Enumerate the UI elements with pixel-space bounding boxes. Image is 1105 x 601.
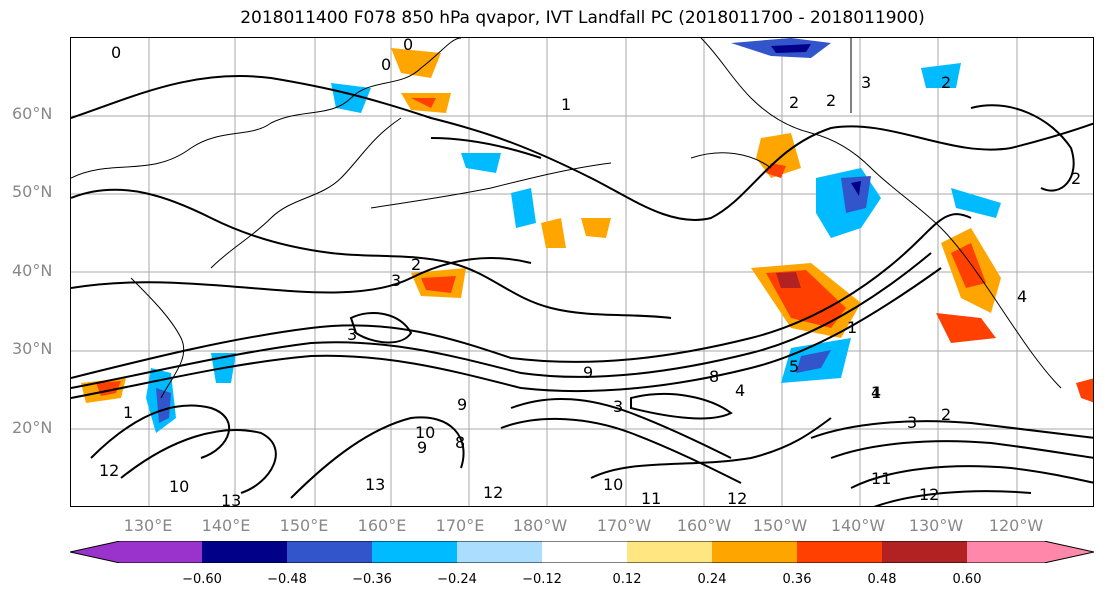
contour-label: 0: [403, 38, 413, 54]
contour-label: 13: [221, 491, 241, 507]
contour-label: 8: [709, 367, 719, 386]
colorbar-tick: 0.60: [952, 572, 982, 587]
contour-label: 2: [411, 255, 421, 274]
contour-label: 1: [123, 403, 133, 422]
map-panel: 0 0 0 1 1 2 2 3 3 2 3 2 9 8 4 5 3 9 10 9…: [70, 37, 1094, 507]
lon-label: 160°E: [357, 516, 407, 535]
colorbar-tick: −0.36: [352, 572, 392, 587]
colorbar-segment: [287, 541, 372, 563]
lon-label: 170°E: [435, 516, 485, 535]
contour-label: 8: [455, 433, 465, 452]
contour-label: 4: [1017, 287, 1027, 306]
colorbar-segment: [712, 541, 797, 563]
colorbar-extend-high: [967, 541, 1094, 563]
contour-label: 2: [789, 93, 799, 112]
contour-label: 5: [789, 357, 799, 376]
contour-label: 12: [99, 461, 119, 480]
contour-label: 9: [583, 363, 593, 382]
colorbar-tick: −0.12: [522, 572, 562, 587]
colorbar-tick: −0.48: [267, 572, 307, 587]
lon-label: 120°W: [988, 516, 1044, 535]
contour-label: 1: [561, 95, 571, 114]
contour-label: 10: [169, 477, 189, 496]
contour-label: 2: [941, 405, 951, 424]
map-title: 2018011400 F078 850 hPa qvapor, IVT Land…: [240, 8, 925, 28]
lon-label: 170°W: [596, 516, 652, 535]
lon-label: 140°E: [201, 516, 251, 535]
lat-label: 40°N: [12, 261, 53, 280]
colorbar-segment: [457, 541, 542, 563]
lat-label: 30°N: [12, 339, 53, 358]
colorbar-segment: [372, 541, 457, 563]
colorbar-segment: [882, 541, 967, 563]
lat-label: 60°N: [12, 104, 53, 123]
contour-label: 11: [641, 489, 661, 507]
contour-label: 1: [871, 383, 881, 402]
map-canvas: 0 0 0 1 1 2 2 3 3 2 3 2 9 8 4 5 3 9 10 9…: [71, 38, 1093, 507]
colorbar-tick: −0.60: [182, 572, 222, 587]
contour-label: 3: [347, 325, 357, 344]
contour-labels: 0 0 0 1 1 2 2 3 3 2 3 2 9 8 4 5 3 9 10 9…: [99, 38, 1081, 507]
lon-label: 150°E: [279, 516, 329, 535]
lat-label: 50°N: [12, 182, 53, 201]
colorbar-tick: 0.36: [782, 572, 812, 587]
contour-label: 2: [941, 73, 951, 92]
contour-label: 2: [826, 91, 836, 110]
lon-label: 140°W: [830, 516, 886, 535]
lon-label: 160°W: [676, 516, 732, 535]
ivt-contours: [71, 75, 1093, 506]
graticule: [71, 38, 1093, 506]
contour-label: 0: [381, 55, 391, 74]
contour-label: 2: [1071, 169, 1081, 188]
contour-label: 12: [919, 485, 939, 504]
contour-label: 3: [907, 413, 917, 432]
lon-label: 130°W: [908, 516, 964, 535]
colorbar: [70, 541, 1094, 563]
contour-label: 0: [111, 43, 121, 62]
colorbar-segment: [202, 541, 287, 563]
colorbar-segment: [627, 541, 712, 563]
contour-label: 3: [861, 73, 871, 92]
contour-label: 4: [871, 383, 881, 402]
colorbar-tick: 0.48: [867, 572, 897, 587]
contour-label: 10: [415, 423, 435, 442]
colorbar-tick: 0.12: [612, 572, 642, 587]
lon-label: 150°W: [752, 516, 808, 535]
colorbar-segment: [542, 541, 627, 563]
coastlines: [71, 38, 1062, 399]
contour-label: 12: [483, 483, 503, 502]
contour-label: 9: [457, 395, 467, 414]
contour-label: 13: [365, 475, 385, 494]
lon-label: 130°E: [123, 516, 173, 535]
colorbar-extend-low: [70, 541, 202, 563]
contour-label: 3: [613, 397, 623, 416]
contour-label: 9: [417, 438, 427, 457]
contour-label: 4: [735, 381, 745, 400]
contour-label: 10: [603, 475, 623, 494]
colorbar-tick: −0.24: [437, 572, 477, 587]
contour-label: 3: [391, 271, 401, 290]
contour-label: 11: [871, 469, 891, 488]
contour-label: 12: [727, 489, 747, 507]
lon-label: 180°W: [512, 516, 568, 535]
colorbar-segment: [797, 541, 882, 563]
lat-label: 20°N: [12, 418, 53, 437]
colorbar-tick: 0.24: [697, 572, 727, 587]
contour-label: 1: [847, 318, 857, 337]
